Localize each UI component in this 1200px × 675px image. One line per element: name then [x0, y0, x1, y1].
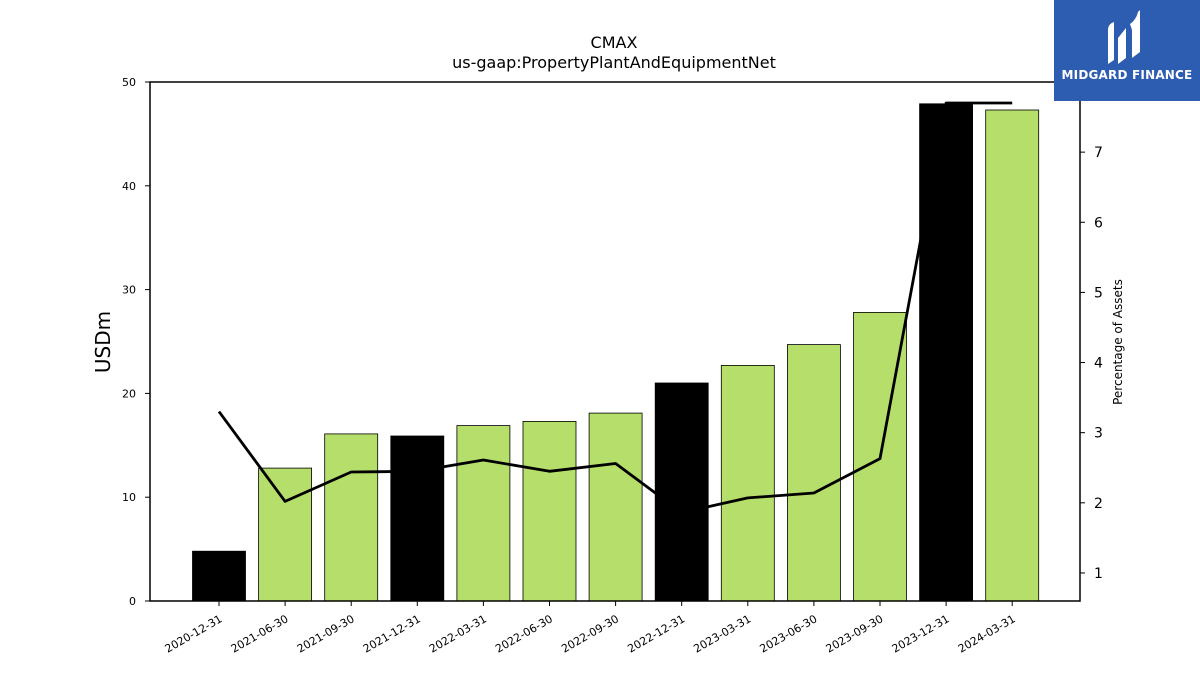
y-tick-label: 10 [122, 491, 136, 504]
y-axis-ticks: 0 10 20 30 40 50 [122, 76, 150, 608]
bar [985, 109, 1040, 602]
x-tick-label: 2022-12-31 [625, 612, 687, 655]
bar [654, 382, 709, 602]
bar [720, 364, 775, 602]
x-tick-label: 2024-03-31 [956, 612, 1018, 655]
bar [588, 412, 643, 602]
bar [192, 550, 246, 602]
y2-tick-label: 7 [1094, 145, 1103, 161]
x-tick-label: 2022-09-30 [559, 612, 621, 655]
logo-mark-icon [1108, 10, 1140, 64]
y2-axis-ticks: 1 2 3 4 5 6 7 [1080, 145, 1103, 582]
series-line [217, 101, 1013, 514]
line-group [217, 101, 1013, 514]
y2-tick-label: 4 [1094, 356, 1103, 372]
x-tick-label: 2022-03-31 [427, 612, 489, 655]
y2-tick-label: 2 [1094, 496, 1103, 512]
bar [324, 433, 379, 602]
y-tick-label: 40 [122, 180, 136, 193]
x-axis-ticks: 2020-12-31 2021-06-30 2021-09-30 2021-12-31… [163, 601, 1018, 656]
x-tick-label: 2023-12-31 [890, 612, 952, 655]
bar [522, 420, 577, 602]
x-tick-label: 2023-09-30 [824, 612, 886, 655]
bars-group [192, 103, 1040, 602]
y2-tick-label: 6 [1094, 215, 1103, 231]
y-tick-label: 0 [129, 595, 136, 608]
x-tick-label: 2023-06-30 [758, 612, 820, 655]
x-tick-label: 2021-09-30 [295, 612, 357, 655]
bar [919, 103, 973, 602]
y2-axis-label: Percentage of Assets [1111, 279, 1125, 405]
y2-tick-label: 3 [1094, 426, 1103, 442]
midgard-finance-logo: MIDGARD FINANCE [1054, 0, 1200, 101]
y-tick-label: 20 [122, 387, 136, 400]
bar [787, 344, 841, 602]
logo-text: MIDGARD FINANCE [1061, 68, 1193, 82]
x-tick-label: 2021-12-31 [361, 612, 423, 655]
y-tick-label: 50 [122, 76, 136, 89]
y-axis-label: USDm [91, 311, 115, 373]
y-tick-label: 30 [122, 284, 136, 297]
plot-frame [149, 81, 1081, 602]
bar [456, 425, 511, 602]
chart-subtitle: us-gaap:PropertyPlantAndEquipmentNet [452, 53, 776, 72]
x-tick-label: 2021-06-30 [229, 612, 291, 655]
bar [258, 467, 313, 602]
x-tick-label: 2020-12-31 [163, 612, 225, 655]
bar [390, 435, 445, 602]
y2-tick-label: 5 [1094, 285, 1103, 301]
x-tick-label: 2023-03-31 [691, 612, 753, 655]
chart-title: CMAX [591, 33, 638, 52]
x-tick-label: 2022-06-30 [493, 612, 555, 655]
y2-tick-label: 1 [1094, 566, 1103, 582]
